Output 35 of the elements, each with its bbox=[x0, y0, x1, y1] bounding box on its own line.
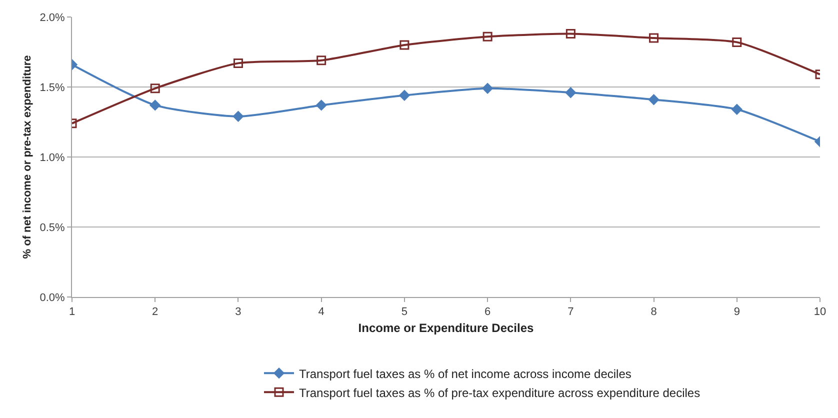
x-tick-label: 5 bbox=[401, 306, 408, 318]
point bbox=[150, 100, 160, 110]
x-tick-label: 10 bbox=[814, 306, 826, 318]
point bbox=[482, 32, 492, 42]
point bbox=[649, 33, 659, 43]
y-tick-label: 1.5% bbox=[40, 82, 66, 94]
point bbox=[316, 100, 327, 110]
legend-label: Transport fuel taxes as % of pre-tax expenditure across expenditure deciles bbox=[299, 386, 700, 400]
y-tick-label: 0.5% bbox=[40, 222, 66, 234]
y-tick-label: 1.0% bbox=[40, 152, 66, 164]
point bbox=[232, 111, 244, 122]
y-tick-label: 2.0% bbox=[40, 12, 66, 24]
point bbox=[482, 83, 493, 94]
point bbox=[400, 40, 410, 50]
legend-label: Transport fuel taxes as % of net income across income deciles bbox=[299, 366, 632, 381]
point bbox=[233, 58, 243, 68]
x-tick-label: 4 bbox=[318, 306, 324, 318]
point bbox=[732, 37, 742, 47]
point bbox=[399, 90, 410, 101]
x-tick-label: 7 bbox=[568, 306, 574, 318]
x-axis-title: Income or Expenditure Deciles bbox=[358, 321, 534, 336]
x-tick-label: 3 bbox=[235, 306, 242, 318]
x-tick-label: 9 bbox=[734, 306, 740, 318]
point bbox=[565, 87, 576, 98]
y-axis-title: % of net income or pre-tax expenditure bbox=[21, 55, 34, 259]
x-tick-label: 2 bbox=[152, 306, 158, 318]
x-tick-label: 8 bbox=[650, 306, 657, 318]
point bbox=[316, 56, 326, 66]
point bbox=[732, 104, 742, 115]
x-tick-label: 1 bbox=[68, 306, 76, 318]
point bbox=[648, 94, 660, 105]
point bbox=[566, 29, 576, 39]
point bbox=[150, 84, 160, 94]
y-tick-label: 0.0% bbox=[40, 292, 66, 304]
x-tick-label: 6 bbox=[484, 306, 491, 318]
